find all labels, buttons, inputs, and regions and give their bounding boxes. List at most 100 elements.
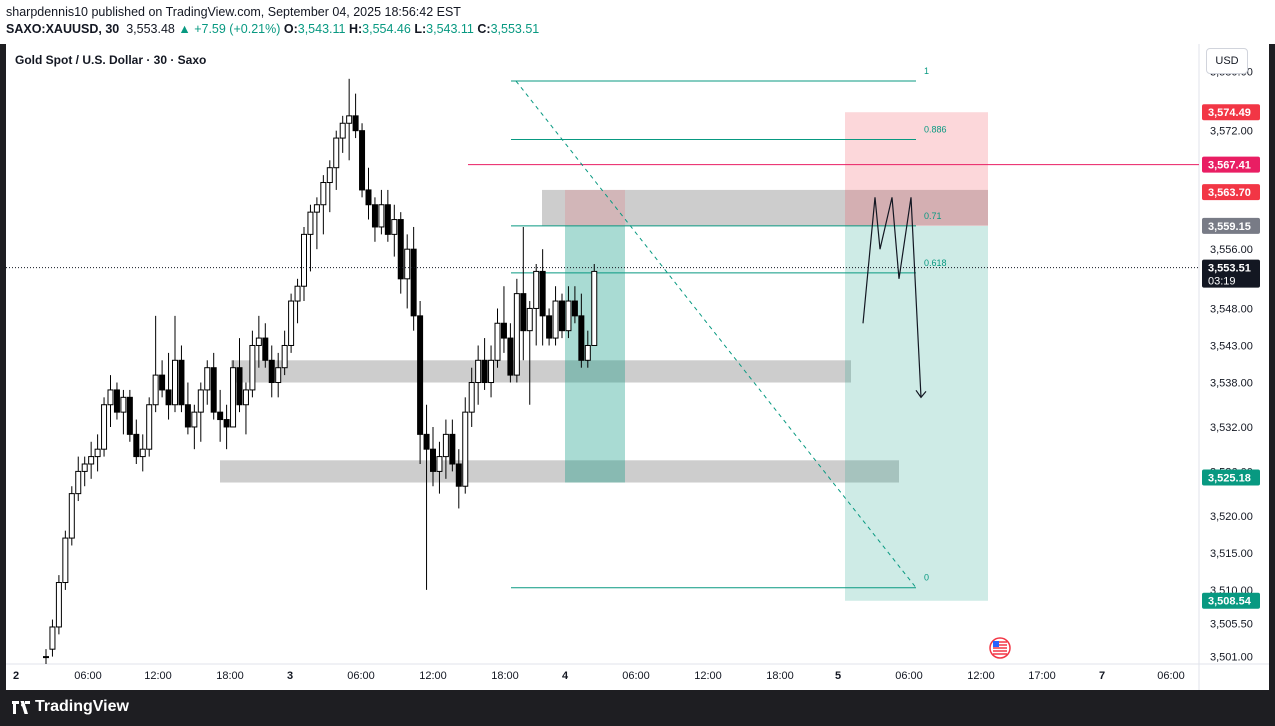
candle [507,337,514,376]
high-label: H: [348,22,363,36]
chart-legend-title: Gold Spot / U.S. Dollar · 30 · Saxo [15,53,206,67]
x-tick-label: 18:00 [766,670,794,682]
candle [294,285,301,302]
low-value: 3,543.11 [426,22,474,36]
candle [62,537,69,584]
candle [404,248,411,280]
candle [262,337,269,361]
x-tick-label: 7 [1099,670,1105,682]
candle [391,219,398,235]
x-tick-label: 5 [835,670,841,682]
price-label-text: 3,559.15 [1208,221,1251,233]
close-label: C: [477,22,491,36]
candle [249,344,256,391]
fib-trend-line [515,80,917,589]
candle [565,300,572,332]
chart-panel[interactable]: Gold Spot / U.S. Dollar · 30 · Saxo 1 0.88… [6,44,1269,690]
x-tick-label: 18:00 [216,670,244,682]
price-chart[interactable]: Gold Spot / U.S. Dollar · 30 · Saxo 1 0.88… [6,44,1269,690]
candle [113,389,120,413]
candle [449,433,456,465]
price-label-text: 3,574.49 [1208,107,1251,119]
close-value: 3,553.51 [490,22,540,36]
candle [288,300,295,346]
impulse-box-green [565,225,625,483]
price-label-badge [1202,217,1260,234]
candle [281,344,288,369]
open-label: O: [283,22,298,36]
candle [494,322,501,361]
x-tick-label: 06:00 [622,670,650,682]
candle [275,367,282,384]
candle [397,219,404,280]
fib-level-label: 0.618 [924,258,947,268]
x-tick-label: 06:00 [347,670,375,682]
candle [120,396,127,413]
candle [152,374,159,406]
candle [75,470,82,495]
candle [378,204,385,228]
candle [268,359,275,384]
y-tick-label: 3,543.00 [1210,340,1253,352]
candle [578,315,585,361]
x-tick-label: 12:00 [694,670,722,682]
candle [417,315,424,435]
candle [197,389,204,413]
ohlc-line: SAXO:XAUUSD, 30 3,553.48 ▲ +7.59 (+0.21%… [6,22,539,36]
candle [126,396,133,435]
take-profit-zone [845,225,988,601]
candle [255,337,262,346]
candle [178,359,185,406]
y-tick-label: 3,532.00 [1210,422,1253,434]
tradingview-logo[interactable]: TradingView [12,698,129,716]
currency-button[interactable]: USD [1206,48,1248,74]
candle [559,300,565,332]
candle [462,411,469,487]
high-value: 3,554.46 [362,22,411,36]
candle [133,433,140,458]
price-label-text: 3,553.51 [1208,263,1251,275]
y-tick-label: 3,556.00 [1210,244,1253,256]
candle [346,115,353,124]
candle [359,130,366,191]
candle [552,300,559,339]
candle [146,404,153,450]
x-tick-label: 3 [287,670,293,682]
x-tick-label: 06:00 [1157,670,1185,682]
y-tick-label: 3,548.00 [1210,303,1253,315]
candle [423,433,430,450]
candle [223,419,230,428]
brand-text: TradingView [35,698,129,715]
candle [352,115,359,132]
symbol-label: SAXO:XAUUSD, 30 [6,22,120,36]
price-label-badge [1202,184,1260,201]
candle [539,270,546,317]
us-flag-canton [993,641,999,647]
candle [571,300,578,317]
candle [533,270,540,309]
us-event-icon [989,637,1011,659]
candle [236,367,243,406]
candle [81,463,88,472]
projection-arrow-icon [915,389,927,399]
candle [384,204,391,235]
fib-level-label: 0.71 [924,211,942,221]
fib-level-label: 0 [924,573,929,583]
tradingview-logo-icon [12,700,30,714]
order-block-red [565,189,625,226]
x-tick-label: 2 [13,670,19,682]
published-line: sharpdennis10 published on TradingView.c… [6,5,461,19]
candle [242,389,249,406]
price-label-badge [1202,259,1260,288]
candle [320,182,327,206]
candle [210,367,217,413]
y-tick-label: 3,520.00 [1210,511,1253,523]
candle [301,233,307,287]
price-label-text: 3,567.41 [1208,160,1251,172]
candle [49,626,56,650]
y-tick-label: 3,501.00 [1210,652,1253,664]
candle [191,411,198,428]
candle [455,463,462,487]
candle [371,204,378,228]
stop-loss-zone [845,112,988,226]
